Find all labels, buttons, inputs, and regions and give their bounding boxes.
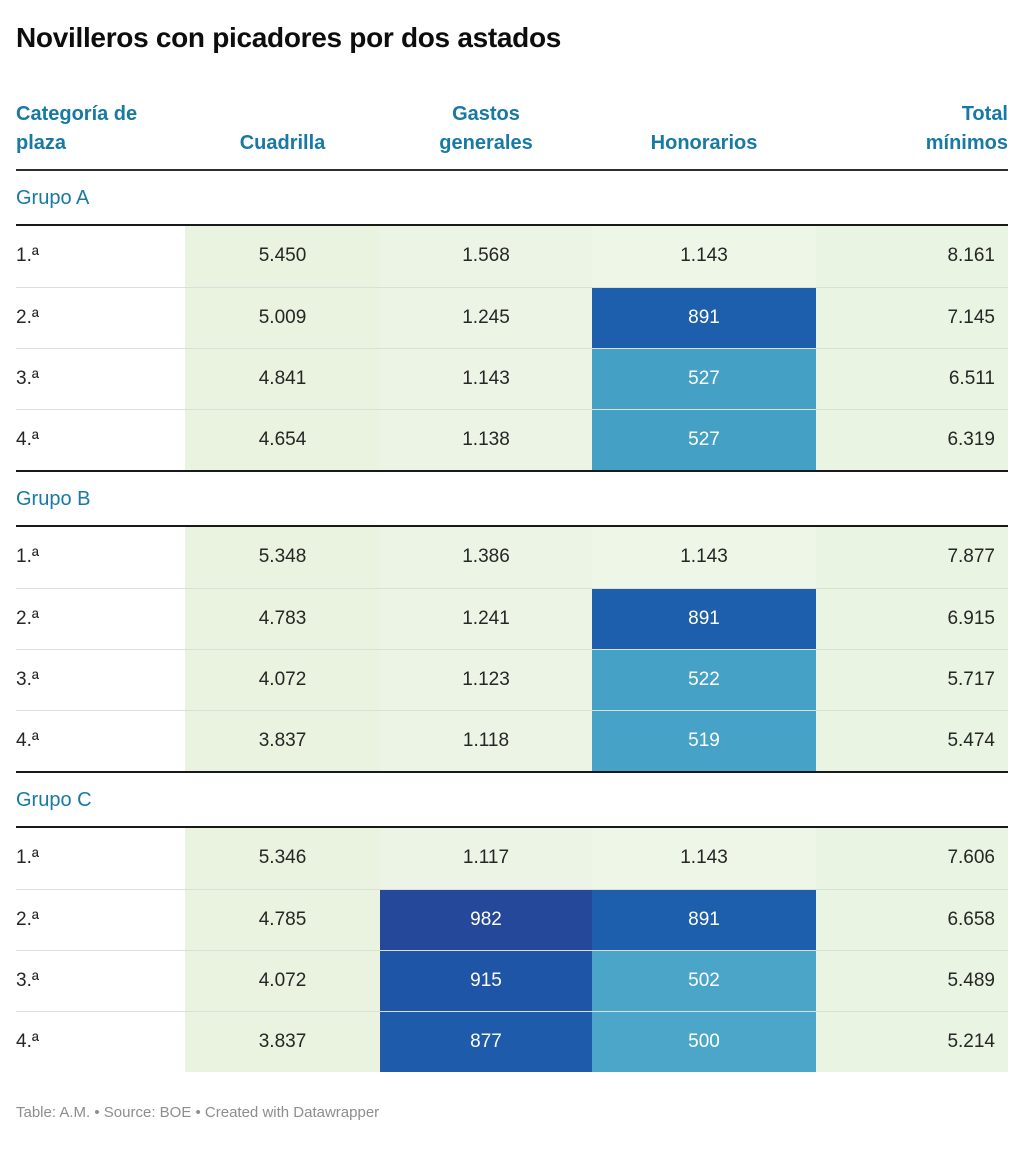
cell-honorarios: 519 (592, 710, 816, 771)
cell-honorarios: 891 (592, 588, 816, 649)
cell-cuadrilla: 5.348 (185, 526, 380, 588)
cell-gastos: 1.117 (380, 827, 592, 889)
table-row: 4.ª 3.837 877 500 5.214 (16, 1010, 1008, 1072)
cell-cuadrilla: 3.837 (185, 710, 380, 771)
cell-cuadrilla: 4.785 (185, 889, 380, 950)
cell-cuadrilla: 4.654 (185, 409, 380, 470)
cell-total: 6.511 (816, 348, 1008, 409)
cell-gastos: 1.118 (380, 710, 592, 771)
group-b: Grupo B 1.ª 5.348 1.386 1.143 7.877 2.ª … (16, 472, 1008, 773)
row-label: 3.ª (16, 348, 185, 409)
row-label: 2.ª (16, 889, 185, 950)
cell-honorarios: 1.143 (592, 526, 816, 588)
column-header-cuadrilla: Cuadrilla (239, 131, 326, 154)
cell-honorarios: 522 (592, 649, 816, 710)
cell-total: 6.658 (816, 889, 1008, 950)
group-label: Grupo A (16, 186, 90, 209)
cell-total: 6.915 (816, 588, 1008, 649)
chart-title: Novilleros con picadores por dos astados (16, 22, 562, 53)
cell-honorarios: 527 (592, 409, 816, 470)
cell-total: 6.319 (816, 409, 1008, 470)
group-c: Grupo C 1.ª 5.346 1.117 1.143 7.606 2.ª … (16, 773, 1008, 1072)
cell-cuadrilla: 4.841 (185, 348, 380, 409)
cell-gastos: 1.568 (380, 225, 592, 287)
cell-cuadrilla: 3.837 (185, 1011, 380, 1072)
cell-honorarios: 502 (592, 950, 816, 1011)
row-label: 2.ª (16, 287, 185, 348)
table-row: 3.ª 4.072 915 502 5.489 (16, 949, 1008, 1011)
table-row: 3.ª 4.072 1.123 522 5.717 (16, 648, 1008, 710)
cell-gastos: 1.241 (380, 588, 592, 649)
column-header-total: Total mínimos (925, 103, 1008, 154)
cell-honorarios: 891 (592, 889, 816, 950)
group-label: Grupo C (16, 788, 92, 811)
cell-cuadrilla: 4.783 (185, 588, 380, 649)
cell-gastos: 1.386 (380, 526, 592, 588)
column-header-gastos: Gastos generales (439, 103, 533, 154)
cell-cuadrilla: 5.450 (185, 225, 380, 287)
cell-honorarios: 891 (592, 287, 816, 348)
table-row: 4.ª 3.837 1.118 519 5.474 (16, 709, 1008, 771)
group-table: 1.ª 5.450 1.568 1.143 8.161 2.ª 5.009 1.… (16, 223, 1008, 472)
row-label: 4.ª (16, 409, 185, 470)
table-row: 4.ª 4.654 1.138 527 6.319 (16, 408, 1008, 470)
table-row: 1.ª 5.348 1.386 1.143 7.877 (16, 526, 1008, 588)
group-label: Grupo B (16, 487, 91, 510)
column-header-categoria: Categoría de plaza (16, 103, 138, 154)
row-label: 4.ª (16, 710, 185, 771)
cell-honorarios: 1.143 (592, 225, 816, 287)
cell-gastos: 1.245 (380, 287, 592, 348)
cell-gastos: 1.143 (380, 348, 592, 409)
table-row: 1.ª 5.450 1.568 1.143 8.161 (16, 225, 1008, 287)
cell-honorarios: 1.143 (592, 827, 816, 889)
row-label: 4.ª (16, 1011, 185, 1072)
cell-total: 7.606 (816, 827, 1008, 889)
cell-cuadrilla: 5.346 (185, 827, 380, 889)
row-label: 3.ª (16, 649, 185, 710)
group-table: 1.ª 5.346 1.117 1.143 7.606 2.ª 4.785 98… (16, 825, 1008, 1072)
cell-gastos: 982 (380, 889, 592, 950)
cell-gastos: 877 (380, 1011, 592, 1072)
cell-honorarios: 500 (592, 1011, 816, 1072)
column-header-row: Categoría de plaza Cuadrilla Gastos gene… (16, 100, 1008, 171)
cell-cuadrilla: 4.072 (185, 649, 380, 710)
row-label: 1.ª (16, 225, 185, 287)
cell-total: 5.214 (816, 1011, 1008, 1072)
row-label: 3.ª (16, 950, 185, 1011)
group-table: 1.ª 5.348 1.386 1.143 7.877 2.ª 4.783 1.… (16, 524, 1008, 773)
cell-total: 8.161 (816, 225, 1008, 287)
cell-honorarios: 527 (592, 348, 816, 409)
cell-cuadrilla: 5.009 (185, 287, 380, 348)
cell-total: 5.717 (816, 649, 1008, 710)
row-label: 2.ª (16, 588, 185, 649)
attribution: Table: A.M. • Source: BOE • Created with… (16, 1103, 380, 1121)
cell-cuadrilla: 4.072 (185, 950, 380, 1011)
cell-gastos: 1.123 (380, 649, 592, 710)
cell-total: 5.489 (816, 950, 1008, 1011)
table-row: 2.ª 4.783 1.241 891 6.915 (16, 587, 1008, 649)
cell-total: 7.877 (816, 526, 1008, 588)
cell-total: 7.145 (816, 287, 1008, 348)
cell-gastos: 915 (380, 950, 592, 1011)
table-row: 2.ª 4.785 982 891 6.658 (16, 888, 1008, 950)
column-header-honorarios: Honorarios (650, 131, 758, 154)
row-label: 1.ª (16, 827, 185, 889)
table-row: 2.ª 5.009 1.245 891 7.145 (16, 286, 1008, 348)
table-row: 3.ª 4.841 1.143 527 6.511 (16, 347, 1008, 409)
cell-gastos: 1.138 (380, 409, 592, 470)
table-row: 1.ª 5.346 1.117 1.143 7.606 (16, 827, 1008, 889)
cell-total: 5.474 (816, 710, 1008, 771)
row-label: 1.ª (16, 526, 185, 588)
group-a: Grupo A 1.ª 5.450 1.568 1.143 8.161 2.ª … (16, 171, 1008, 472)
